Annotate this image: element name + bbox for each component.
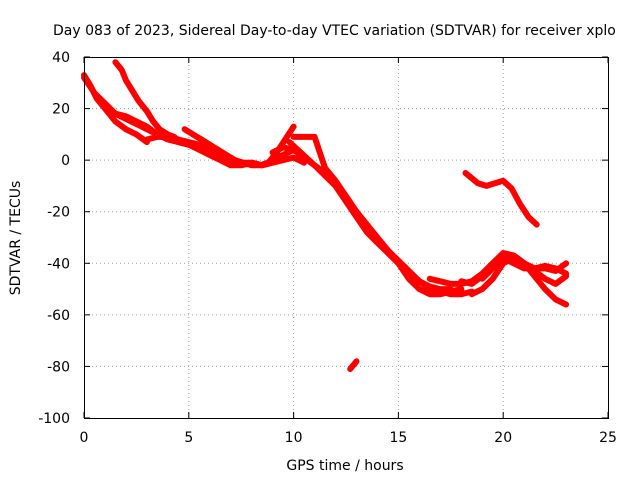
x-tick-label: 25: [599, 430, 617, 446]
y-tick-label: 40: [52, 50, 70, 66]
x-tick-label: 0: [80, 430, 89, 446]
series-track-b: [81, 72, 150, 146]
grid-lines: [84, 57, 608, 418]
x-tick-label: 15: [389, 430, 407, 446]
y-tick-label: -40: [47, 256, 70, 272]
series-track-h: [286, 139, 454, 293]
y-tick-label: -20: [47, 205, 70, 221]
y-tick-label: -60: [47, 308, 70, 324]
y-tick-label: 0: [61, 153, 70, 169]
x-tick-label: 20: [494, 430, 512, 446]
series-track-i: [290, 133, 475, 298]
axis-ticks: 0 5 10 15 20 25 -100 -80 -60 -40 -20 0 20 40: [38, 50, 617, 446]
chart-title: Day 083 of 2023, Sidereal Day-to-day VTE…: [53, 23, 616, 39]
x-tick-label: 5: [184, 430, 193, 446]
y-axis-label: SDTVAR / TECUs: [8, 181, 24, 296]
series-track-n: [479, 252, 570, 282]
data-series: [81, 59, 570, 372]
series-track-j: [347, 358, 360, 372]
y-tick-label: 20: [52, 102, 70, 118]
plot-frame: [84, 57, 609, 419]
y-tick-label: -80: [47, 359, 70, 375]
x-axis-label: GPS time / hours: [286, 458, 403, 474]
y-tick-label: -100: [38, 411, 70, 427]
x-tick-label: 10: [285, 430, 303, 446]
series-track-o: [462, 170, 540, 228]
